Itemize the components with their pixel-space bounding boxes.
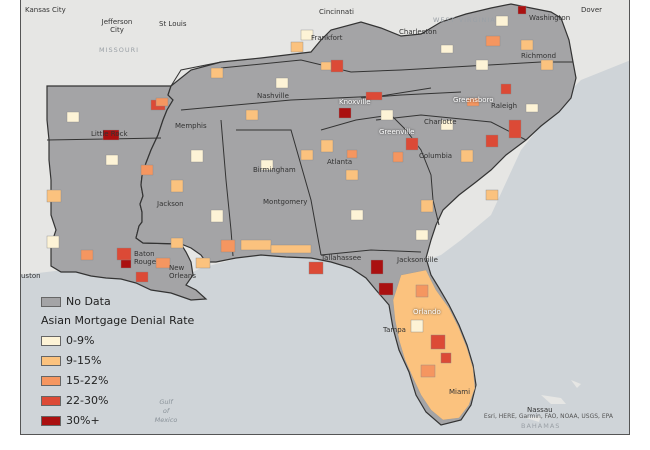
legend-label-class-1: 0-9% bbox=[66, 334, 95, 347]
city-label-kansas-city: Kansas City bbox=[25, 6, 66, 14]
legend-item-class-5: 30%+ bbox=[41, 414, 100, 427]
region-label-bahamas: BAHAMAS bbox=[521, 422, 561, 430]
city-label-tallahassee: Tallahassee bbox=[321, 254, 362, 262]
city-label-charleston: Charleston bbox=[399, 28, 437, 36]
county-patches bbox=[46, 5, 554, 378]
city-label-raleigh: Raleigh bbox=[491, 102, 518, 110]
city-label-memphis: Memphis bbox=[175, 122, 207, 130]
city-label-jacksonville: Jacksonville bbox=[397, 256, 438, 264]
city-label-jackson: Jackson bbox=[157, 200, 184, 208]
legend-label-class-2: 9-15% bbox=[66, 354, 102, 367]
city-label-orlando: Orlando bbox=[413, 308, 441, 316]
legend-label-class-5: 30%+ bbox=[66, 414, 100, 427]
city-label-montgomery: Montgomery bbox=[263, 198, 308, 206]
city-label-miami: Miami bbox=[449, 388, 471, 396]
legend-item-no-data: No Data bbox=[41, 295, 111, 308]
city-label-nashville: Nashville bbox=[257, 92, 289, 100]
region-label-missouri: MISSOURI bbox=[99, 46, 140, 54]
city-label-columbia: Columbia bbox=[419, 152, 453, 160]
city-label-cincinnati: Cincinnati bbox=[319, 8, 354, 16]
legend-label-class-4: 22-30% bbox=[66, 394, 109, 407]
city-label-little-rock: Little Rock bbox=[91, 130, 128, 138]
city-label-frankfort: Frankfort bbox=[311, 34, 343, 42]
city-label-dover: Dover bbox=[581, 6, 602, 14]
legend-swatch-class-2 bbox=[41, 355, 61, 366]
legend-label-class-3: 15-22% bbox=[66, 374, 109, 387]
city-label-houston: uston bbox=[21, 272, 41, 280]
city-label-knoxville: Knoxville bbox=[339, 98, 371, 106]
city-label-washington: Washington bbox=[529, 14, 571, 22]
city-label-jefferson-city: Jefferson City bbox=[101, 18, 133, 34]
city-label-st-louis: St Louis bbox=[159, 20, 187, 28]
city-label-nassau: Nassau bbox=[527, 406, 553, 414]
legend-item-class-3: 15-22% bbox=[41, 374, 108, 387]
city-label-new-orleans: New Orleans bbox=[169, 264, 197, 280]
gulf-of-mexico-label: Gulf of Mexico bbox=[154, 398, 178, 424]
city-label-richmond: Richmond bbox=[521, 52, 557, 60]
map[interactable]: MISSOURI WEST VIRGINIA BAHAMAS Kansas Ci… bbox=[20, 0, 630, 435]
city-label-atlanta: Atlanta bbox=[327, 158, 353, 166]
legend-swatch-class-5 bbox=[41, 415, 61, 426]
legend-swatch-class-3 bbox=[41, 375, 61, 386]
city-label-charlotte: Charlotte bbox=[424, 118, 457, 126]
city-label-tampa: Tampa bbox=[383, 326, 406, 334]
legend-item-class-2: 9-15% bbox=[41, 354, 101, 367]
map-attribution: Esri, HERE, Garmin, FAO, NOAA, USGS, EPA bbox=[483, 413, 613, 420]
legend-swatch-class-4 bbox=[41, 395, 61, 406]
legend-title: Asian Mortgage Denial Rate bbox=[41, 314, 195, 327]
city-label-birmingham: Birmingham bbox=[253, 166, 296, 174]
bahamas-islands bbox=[526, 380, 581, 422]
city-label-greenville: Greenville bbox=[379, 128, 415, 136]
map-canvas bbox=[21, 0, 629, 426]
legend-swatch-class-1 bbox=[41, 335, 61, 346]
legend-item-class-1: 0-9% bbox=[41, 334, 94, 347]
city-label-baton-rouge: Baton Rouge bbox=[134, 250, 157, 266]
legend-item-class-4: 22-30% bbox=[41, 394, 108, 407]
region-label-west-virginia: WEST VIRGINIA bbox=[433, 16, 496, 24]
city-label-greensboro: Greensboro bbox=[453, 96, 494, 104]
legend-swatch-no-data bbox=[41, 296, 61, 307]
legend-label-no-data: No Data bbox=[66, 295, 111, 308]
